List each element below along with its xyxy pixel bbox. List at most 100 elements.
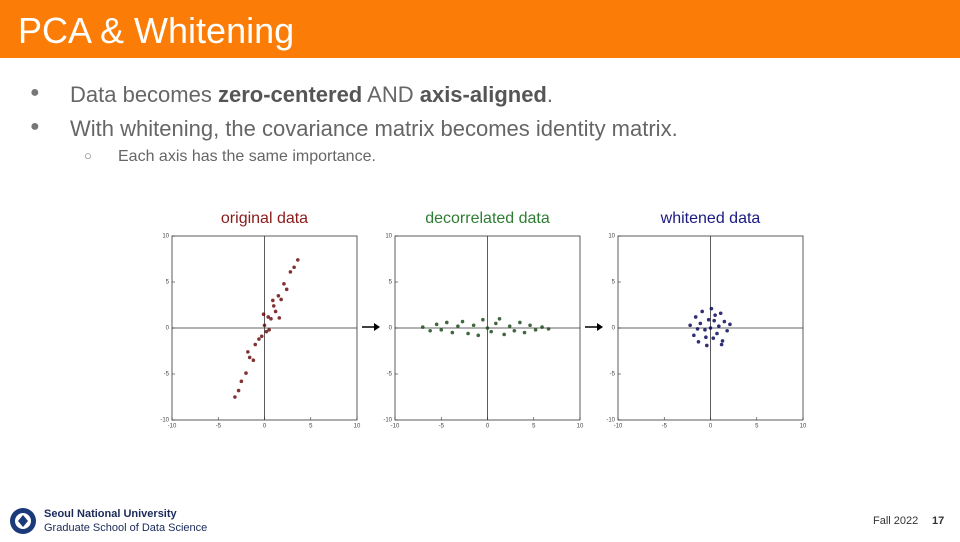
bullet: With whitening, the covariance matrix be… (70, 116, 678, 141)
point (708, 326, 713, 330)
point (460, 319, 465, 324)
x-tick-label: 5 (309, 424, 313, 430)
point (494, 321, 498, 326)
x-tick-label: -10 (168, 424, 177, 430)
x-tick-label: 0 (486, 424, 490, 430)
x-tick-label: 5 (532, 424, 536, 430)
point (276, 294, 281, 298)
point (719, 342, 724, 347)
point (434, 322, 439, 327)
point (269, 317, 273, 321)
y-tick-label: -5 (610, 372, 616, 378)
x-tick-label: -10 (614, 424, 623, 430)
point (271, 304, 276, 308)
point (705, 343, 709, 348)
x-tick-label: 5 (755, 424, 759, 430)
point (502, 332, 506, 337)
bullet: Data becomes zero-centered AND axis-alig… (70, 82, 553, 108)
point (450, 330, 455, 335)
point (284, 287, 289, 292)
term: Fall 2022 (873, 515, 919, 527)
x-tick-label: 10 (354, 424, 361, 430)
point (688, 323, 692, 328)
y-tick-label: -10 (160, 418, 169, 424)
point (296, 258, 300, 262)
x-tick-label: -5 (216, 424, 222, 430)
point (244, 371, 248, 375)
y-tick-label: 0 (389, 326, 393, 332)
point (712, 318, 716, 323)
point (489, 329, 494, 334)
point (257, 337, 261, 341)
point (264, 329, 269, 334)
point (711, 336, 716, 340)
point (273, 309, 278, 314)
arrow (362, 323, 380, 331)
point (253, 342, 258, 347)
y-tick-label: 5 (612, 280, 616, 286)
y-tick-label: 5 (166, 280, 170, 286)
y-tick-label: 10 (162, 234, 169, 240)
sub-bullet-dot: ○ (84, 148, 92, 163)
point (261, 312, 266, 317)
y-tick-label: 0 (612, 326, 616, 332)
point (481, 317, 485, 322)
point (528, 323, 532, 328)
point (722, 319, 727, 324)
text: . (546, 82, 553, 107)
point (476, 333, 481, 338)
bold-text: axis-aligned (419, 82, 547, 107)
point (428, 328, 432, 333)
y-tick-label: -5 (164, 372, 170, 378)
point (693, 315, 698, 319)
point (692, 333, 696, 338)
x-tick-label: 10 (577, 424, 584, 430)
point (522, 330, 527, 335)
point (540, 325, 544, 329)
point (497, 317, 502, 321)
point (696, 340, 701, 344)
slide-title: PCA & Whitening (18, 10, 295, 51)
point (512, 328, 517, 333)
chart-title: original data (221, 210, 308, 227)
header: PCA & Whitening (0, 0, 960, 58)
point (485, 326, 490, 330)
x-tick-label: -10 (391, 424, 400, 430)
y-tick-label: 5 (389, 280, 393, 286)
point (277, 316, 282, 320)
point (239, 379, 244, 384)
point (507, 324, 512, 328)
point (288, 270, 293, 274)
x-tick-label: -5 (439, 424, 445, 430)
point (445, 320, 449, 325)
text: AND (362, 82, 420, 107)
y-tick-label: -10 (383, 418, 392, 424)
y-tick-label: 10 (385, 234, 392, 240)
point (236, 388, 241, 393)
chart-title: whitened data (660, 210, 761, 227)
sub-bullet: Each axis has the same importance. (118, 148, 376, 165)
point (546, 327, 551, 331)
university: Seoul National University (44, 508, 177, 520)
y-tick-label: -10 (606, 418, 615, 424)
point (233, 395, 237, 399)
point (704, 335, 708, 340)
bold-text: zero-centered (217, 82, 363, 107)
x-tick-label: 0 (263, 424, 267, 430)
point (725, 328, 729, 333)
point (251, 358, 256, 363)
point (709, 306, 714, 311)
bullet-dot: ● (30, 84, 40, 101)
point (713, 313, 717, 317)
point (728, 322, 732, 327)
point (439, 328, 444, 332)
point (271, 298, 275, 303)
point (279, 297, 283, 302)
point (700, 309, 704, 314)
y-tick-label: -5 (387, 372, 393, 378)
point (259, 334, 264, 339)
point (456, 324, 460, 328)
point (518, 320, 522, 325)
